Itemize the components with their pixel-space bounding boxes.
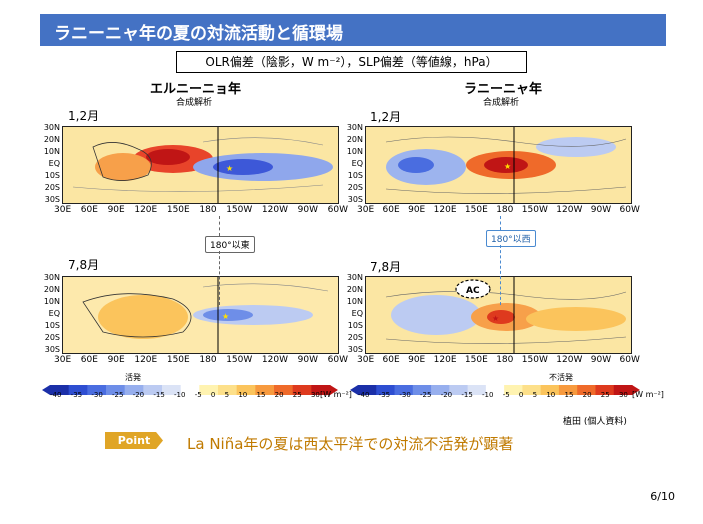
colorbar-swatch bbox=[540, 385, 560, 395]
point-badge: Point bbox=[105, 432, 163, 449]
lon-labels-bottom-right: 30E 60E 90E 120E 150E 180 150W 120W 90W 60W bbox=[357, 355, 640, 365]
colorbar-left bbox=[42, 380, 338, 399]
left-column-sub: 合成解析 bbox=[176, 98, 213, 108]
lon-labels-top-left: 30E 60E 90E 120E 150E 180 150W 120W 90W 60W bbox=[54, 205, 348, 215]
colorbar-swatch bbox=[577, 385, 596, 395]
page-title: ラニーニャ年の夏の対流活動と循環場 bbox=[54, 24, 343, 44]
right-column-sub: 合成解析 bbox=[483, 98, 520, 108]
colorbar-swatch bbox=[358, 385, 377, 395]
map-lanina-jan-feb: ★ bbox=[365, 126, 632, 204]
map-elnino-jul-aug: ★ bbox=[62, 276, 339, 354]
colorbar-swatch bbox=[236, 385, 256, 395]
colorbar-swatch bbox=[449, 385, 469, 395]
lat-labels-top-left: 30N 20N 10N EQ 10S 20S 30S bbox=[43, 123, 60, 204]
month-label-top-right: 1,2月 bbox=[370, 110, 402, 124]
callout-line-left-top bbox=[219, 216, 220, 236]
colorbar-swatch bbox=[595, 385, 615, 395]
colorbar-swatch bbox=[199, 385, 219, 395]
month-label-bottom-right: 7,8月 bbox=[370, 260, 402, 274]
colorbar-swatch bbox=[50, 385, 70, 395]
colorbar-swatch bbox=[87, 385, 107, 395]
callout-west-of-180: 180°以西 bbox=[486, 230, 536, 247]
title-bar: ラニーニャ年の夏の対流活動と循環場 bbox=[40, 14, 666, 46]
colorbar-swatch bbox=[255, 385, 275, 395]
colorbar-swatch bbox=[485, 385, 505, 395]
colorbar-active-label: 活発 bbox=[125, 373, 141, 382]
colorbar-swatch bbox=[613, 385, 633, 395]
ac-label: AC bbox=[466, 286, 480, 296]
callout-line-left-bottom bbox=[219, 251, 220, 305]
colorbar-swatch bbox=[431, 385, 450, 395]
colorbar-left-arrow bbox=[42, 385, 50, 395]
colorbar-swatch bbox=[467, 385, 487, 395]
svg-text:★: ★ bbox=[492, 314, 499, 323]
left-column-heading: エルニーニョ年 bbox=[150, 82, 242, 97]
right-column-heading: ラニーニャ年 bbox=[464, 82, 543, 97]
month-label-bottom-left: 7,8月 bbox=[68, 258, 100, 272]
callout-line-right-bottom bbox=[500, 245, 501, 305]
colorbar-swatch bbox=[394, 385, 414, 395]
page-number: 6/10 bbox=[650, 490, 675, 503]
colorbar-swatch bbox=[106, 385, 126, 395]
month-label-top-left: 1,2月 bbox=[68, 109, 100, 123]
point-text: La Niña年の夏は西太平洋での対流不活発が顕著 bbox=[187, 435, 514, 453]
colorbar-swatch bbox=[143, 385, 163, 395]
colorbar-swatch bbox=[274, 385, 294, 395]
colorbar-left-unit: [W m⁻²] bbox=[320, 390, 352, 399]
colorbar-swatch bbox=[311, 385, 331, 395]
colorbar-left-arrow bbox=[350, 385, 358, 395]
map-elnino-jan-feb: ★ bbox=[62, 126, 339, 204]
colorbar-right bbox=[350, 380, 640, 399]
colorbar-inactive-label: 不活発 bbox=[549, 373, 573, 382]
colorbar-swatch bbox=[180, 385, 200, 395]
map-lanina-jul-aug: AC ★ bbox=[365, 276, 632, 354]
colorbar-swatch bbox=[558, 385, 578, 395]
colorbar-swatch bbox=[68, 385, 88, 395]
lon-labels-top-right: 30E 60E 90E 120E 150E 180 150W 120W 90W 60W bbox=[357, 205, 640, 215]
colorbar-left-ticks: -40 -35 -30 -25 -20 -15 -10 -5 0 5 10 15 20 25 30 bbox=[50, 391, 320, 399]
colorbar-right-ticks: -40 -35 -30 -25 -20 -15 -10 -5 0 5 10 15 20 25 30 bbox=[358, 391, 628, 399]
svg-text:★: ★ bbox=[504, 162, 511, 171]
colorbar-swatch bbox=[504, 385, 523, 395]
colorbar-swatch bbox=[412, 385, 432, 395]
colorbar-right-arrow bbox=[330, 385, 338, 395]
colorbar-swatch bbox=[292, 385, 312, 395]
lon-labels-bottom-left: 30E 60E 90E 120E 150E 180 150W 120W 90W 60W bbox=[54, 355, 348, 365]
colorbar-swatch bbox=[522, 385, 542, 395]
lat-labels-bottom-left: 30N 20N 10N EQ 10S 20S 30S bbox=[43, 273, 60, 354]
callout-east-of-180: 180°以東 bbox=[205, 236, 255, 253]
lat-labels-top-right: 30N 20N 10N EQ 10S 20S 30S bbox=[346, 123, 363, 204]
svg-text:★: ★ bbox=[222, 312, 229, 321]
lat-labels-bottom-right: 30N 20N 10N EQ 10S 20S 30S bbox=[346, 273, 363, 354]
colorbar-swatch bbox=[124, 385, 144, 395]
source-credit: 植田 (個人資料) bbox=[563, 417, 627, 427]
colorbar-swatch bbox=[162, 385, 182, 395]
colorbar-right-unit: [W m⁻²] bbox=[632, 390, 664, 399]
colorbar-swatch bbox=[376, 385, 396, 395]
colorbar-swatch bbox=[218, 385, 238, 395]
colorbar-right-arrow bbox=[632, 385, 640, 395]
callout-line-right-top bbox=[500, 216, 501, 230]
legend-caption: OLR偏差（陰影，W m⁻²），SLP偏差（等値線，hPa） bbox=[176, 51, 527, 73]
svg-text:★: ★ bbox=[226, 164, 233, 173]
